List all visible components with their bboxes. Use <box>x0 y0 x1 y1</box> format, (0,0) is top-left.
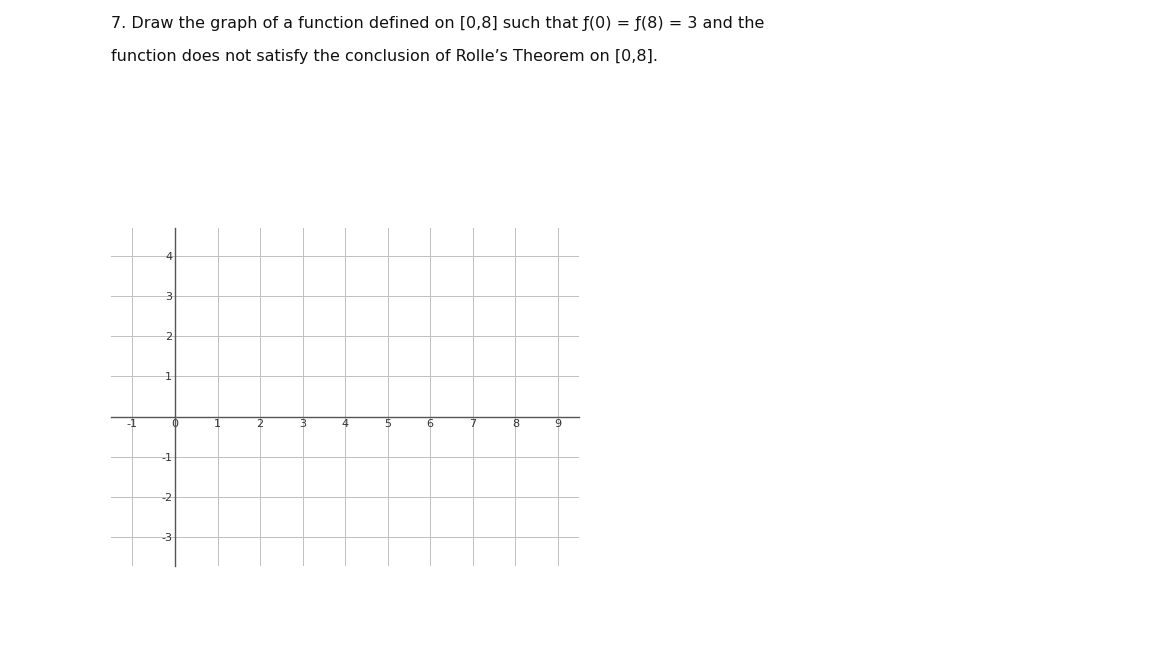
Text: 7. Draw the graph of a function defined on [0,8] such that ƒ(0) = ƒ(8) = 3 and t: 7. Draw the graph of a function defined … <box>111 16 764 31</box>
Text: function does not satisfy the conclusion of Rolle’s Theorem on [0,8].: function does not satisfy the conclusion… <box>111 49 659 64</box>
